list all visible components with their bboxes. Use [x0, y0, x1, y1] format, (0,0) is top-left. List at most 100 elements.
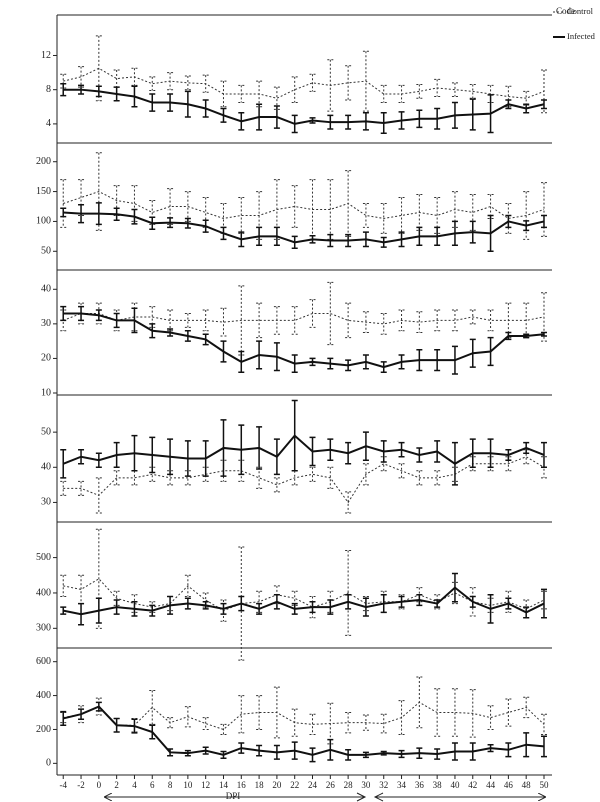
error-bar [273, 86, 280, 110]
error-bar [149, 200, 156, 225]
x-tick-label: 14 [219, 780, 229, 790]
error-bar [523, 696, 530, 719]
y-tick-label: 150 [36, 186, 51, 197]
series-line [63, 578, 545, 612]
error-bar [60, 305, 67, 322]
x-tick-label: 50 [539, 780, 549, 790]
series-line [63, 456, 545, 504]
error-bar [398, 463, 405, 479]
error-bar [113, 590, 120, 606]
arrow-head [356, 792, 367, 802]
x-tick-label: 18 [255, 780, 265, 790]
error-bar [434, 594, 441, 610]
error-bar [256, 695, 263, 730]
y-tick-label: 400 [36, 587, 51, 598]
x-tick-label: 44 [486, 780, 496, 790]
x-tick-label: 16 [237, 780, 247, 790]
error-bar [220, 459, 227, 482]
error-bar [256, 466, 263, 489]
y-tick-label: 600 [36, 656, 51, 667]
series-line [63, 67, 545, 99]
series-line [63, 705, 545, 756]
error-bar [327, 466, 334, 489]
x-tick-label: 8 [168, 780, 173, 790]
error-bar [362, 311, 369, 333]
series-line [63, 586, 545, 616]
error-bar [291, 590, 298, 606]
error-bar [60, 480, 67, 496]
series-line [63, 312, 545, 325]
error-bar [327, 281, 334, 346]
x-tick-label: 6 [150, 780, 155, 790]
error-bar [540, 713, 547, 736]
error-bar [380, 713, 387, 734]
series-line [63, 701, 545, 731]
error-bar [469, 84, 476, 99]
y-tick-label: 50 [41, 246, 51, 257]
x-tick-label: 38 [433, 780, 443, 790]
x-tick-label: 12 [201, 780, 210, 790]
x-tick-label: 34 [397, 780, 407, 790]
arrow-head [373, 792, 384, 802]
error-bar [362, 463, 369, 486]
x-tick-label: 2 [114, 780, 119, 790]
y-tick-label: 20 [41, 353, 51, 364]
error-bar [291, 306, 298, 335]
error-bar [505, 203, 512, 234]
error-bar [362, 714, 369, 731]
error-bar [362, 203, 369, 228]
error-bar [184, 75, 191, 91]
y-tick-label: 10 [41, 387, 51, 398]
y-tick-label: 50 [41, 426, 51, 437]
error-bar [256, 302, 263, 339]
y-tick-label: 4 [46, 118, 51, 129]
y-tick-label: 30 [41, 318, 51, 329]
x-tick-label: 4 [132, 780, 137, 790]
x-tick-label: 22 [290, 780, 299, 790]
error-bar [95, 528, 102, 629]
error-bar [416, 587, 423, 603]
y-tick-label: 0 [46, 758, 51, 769]
error-bar [398, 197, 405, 234]
error-bar [238, 197, 245, 234]
error-bar [523, 90, 530, 106]
error-bar [416, 84, 423, 99]
error-bar [309, 713, 316, 736]
error-bar [523, 191, 530, 240]
error-bar [202, 592, 209, 608]
error-bar [184, 706, 191, 728]
error-bar [380, 312, 387, 335]
y-tick-label: 40 [41, 284, 51, 295]
error-bar [113, 470, 120, 486]
x-tick-label: -4 [59, 780, 67, 790]
error-bar [487, 194, 494, 219]
y-tick-label: 8 [46, 84, 51, 95]
error-bar [309, 595, 316, 619]
error-bar [451, 309, 458, 332]
error-bar [380, 84, 387, 104]
error-bar [416, 311, 423, 333]
x-axis-label: DPI [226, 791, 241, 801]
error-bar [60, 448, 67, 479]
error-bar [202, 717, 209, 730]
error-bar [309, 466, 316, 482]
error-bar [238, 695, 245, 734]
x-tick-label: 36 [415, 780, 425, 790]
x-tick-label: 0 [97, 780, 102, 790]
x-tick-label: 28 [344, 780, 354, 790]
y-tick-label: 100 [36, 216, 51, 227]
error-bar [60, 574, 67, 597]
error-bar [202, 309, 209, 332]
series-line [63, 312, 545, 369]
error-bar [345, 712, 352, 734]
error-bar [469, 309, 476, 325]
x-tick-label: 24 [308, 780, 318, 790]
error-bar [451, 688, 458, 737]
error-bar [184, 312, 191, 328]
error-bar [220, 599, 227, 622]
error-bar [398, 309, 405, 332]
error-bar [149, 689, 156, 725]
y-tick-label: 200 [36, 156, 51, 167]
series-line [63, 88, 545, 125]
error-bar [469, 587, 476, 617]
